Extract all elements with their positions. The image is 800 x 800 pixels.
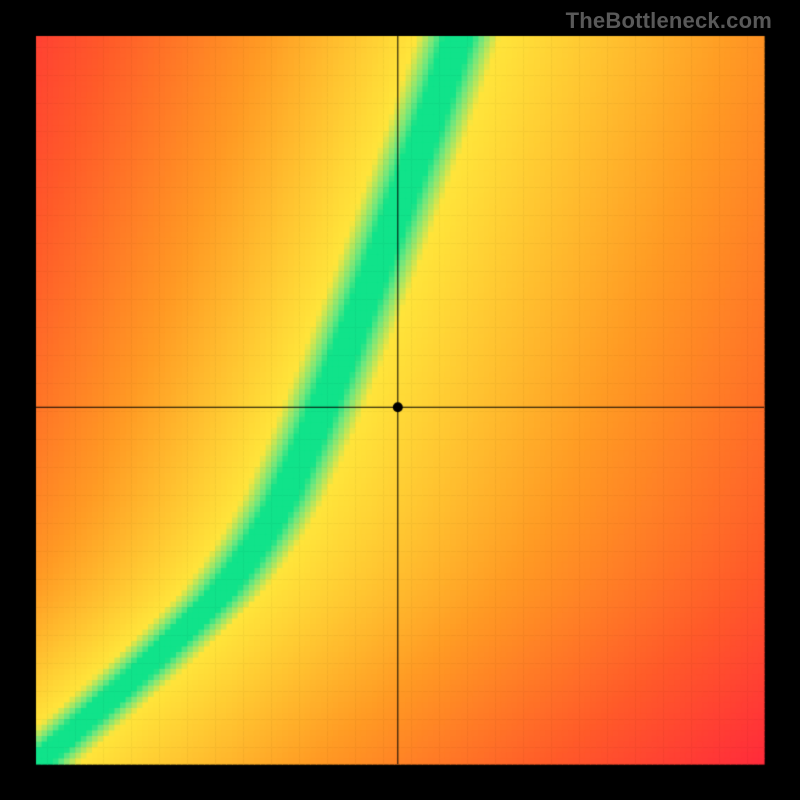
bottleneck-heatmap [0, 0, 800, 800]
watermark-text: TheBottleneck.com [566, 8, 772, 34]
plot-container [0, 0, 800, 800]
